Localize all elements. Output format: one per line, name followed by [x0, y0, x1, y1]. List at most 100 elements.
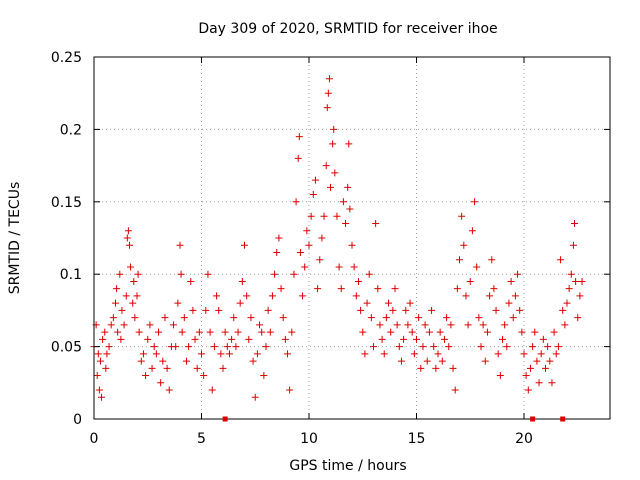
data-point [322, 162, 330, 170]
data-point [443, 314, 451, 322]
data-point [323, 104, 331, 112]
data-point [524, 386, 532, 394]
data-point [135, 328, 143, 336]
grid-lines [94, 57, 610, 419]
data-point [238, 277, 246, 285]
y-tick-label: 0.25 [51, 50, 82, 66]
data-point [535, 379, 543, 387]
data-point [345, 140, 353, 148]
data-point [133, 292, 141, 300]
data-point [548, 379, 556, 387]
data-point [440, 335, 448, 343]
data-point [95, 386, 103, 394]
data-point [295, 133, 303, 141]
data-point [187, 277, 195, 285]
data-point [325, 75, 333, 83]
data-point [165, 386, 173, 394]
x-tick-label: 5 [197, 431, 206, 447]
data-point [314, 285, 322, 293]
data-point [380, 350, 388, 358]
data-point [574, 314, 582, 322]
data-point [402, 306, 410, 314]
data-point [363, 299, 371, 307]
data-point [93, 372, 101, 380]
data-point [247, 314, 255, 322]
data-point [189, 306, 197, 314]
data-point [509, 314, 517, 322]
data-point [243, 292, 251, 300]
data-point [193, 364, 201, 372]
data-point [137, 357, 145, 365]
data-point [182, 357, 190, 365]
data-point [378, 335, 386, 343]
data-point [357, 306, 365, 314]
data-point [170, 321, 178, 329]
data-point [324, 89, 332, 97]
data-point [163, 364, 171, 372]
data-point [215, 306, 223, 314]
data-point [98, 393, 106, 401]
data-point [438, 357, 446, 365]
data-point [391, 285, 399, 293]
data-point [109, 314, 117, 322]
data-point [264, 306, 272, 314]
data-point [144, 335, 152, 343]
data-point [382, 314, 390, 322]
data-point [537, 350, 545, 358]
data-point [329, 140, 337, 148]
data-point [124, 227, 132, 235]
data-point [464, 321, 472, 329]
data-point [176, 241, 184, 249]
data-point [404, 321, 412, 329]
data-point [296, 248, 304, 256]
data-point [157, 379, 165, 387]
data-point [256, 321, 264, 329]
data-point [428, 306, 436, 314]
data-point [550, 328, 558, 336]
data-point [234, 328, 242, 336]
x-axis-label: GPS time / hours [289, 458, 406, 474]
data-point [185, 343, 193, 351]
data-point [563, 299, 571, 307]
x-tick-label: 0 [90, 431, 99, 447]
data-point [177, 270, 185, 278]
data-point [251, 393, 259, 401]
data-point [96, 357, 104, 365]
data-point [331, 169, 339, 177]
data-point [217, 350, 225, 358]
data-point [103, 350, 111, 358]
data-point [125, 241, 133, 249]
data-point [281, 335, 289, 343]
data-point [344, 183, 352, 191]
data-point [320, 212, 328, 220]
data-point [505, 299, 513, 307]
data-points [90, 75, 586, 401]
data-point [117, 335, 125, 343]
data-point [475, 314, 483, 322]
data-point [249, 357, 257, 365]
data-point [425, 328, 433, 336]
data-point [101, 328, 109, 336]
data-point [307, 212, 315, 220]
data-point [468, 227, 476, 235]
x-tick-label: 20 [515, 431, 533, 447]
data-point [337, 285, 345, 293]
data-point [301, 263, 309, 271]
data-point [516, 306, 524, 314]
data-point [518, 328, 526, 336]
data-point [279, 314, 287, 322]
data-point [456, 256, 463, 264]
data-point [210, 343, 218, 351]
data-point [152, 350, 160, 358]
y-tick-label: 0.1 [60, 267, 82, 283]
data-point [305, 241, 313, 249]
data-point [410, 350, 418, 358]
data-point [389, 306, 397, 314]
data-point [473, 263, 481, 271]
data-point [266, 328, 274, 336]
data-point [206, 328, 214, 336]
data-point [245, 335, 253, 343]
data-point [406, 299, 414, 307]
data-point [354, 277, 362, 285]
data-point [122, 292, 130, 300]
